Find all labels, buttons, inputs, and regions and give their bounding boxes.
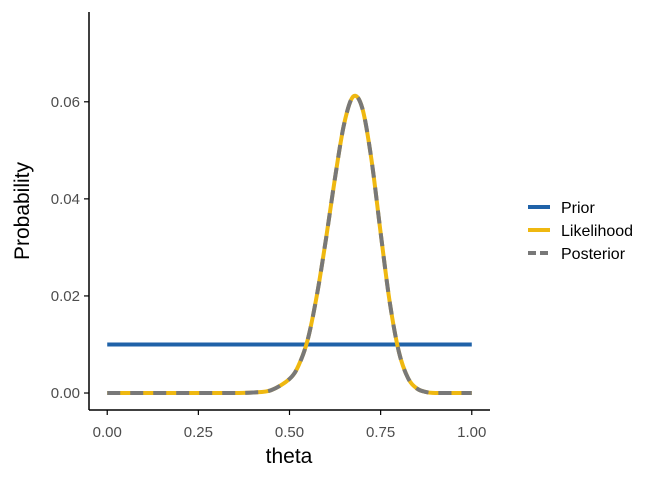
x-tick-label: 0.25 (184, 424, 213, 441)
x-tick-label: 0.50 (275, 424, 304, 441)
legend-label-prior: Prior (561, 200, 595, 217)
y-tick-label: 0.00 (51, 385, 80, 402)
series-line-likelihood (107, 93, 472, 396)
x-tick-label: 1.00 (457, 424, 486, 441)
legend-label-posterior: Posterior (561, 246, 626, 263)
y-tick-label: 0.04 (51, 191, 80, 208)
y-tick-label: 0.06 (51, 94, 80, 111)
legend: Prior Likelihood Posterior (528, 200, 633, 263)
x-tick-label: 0.75 (366, 424, 395, 441)
y-axis-title: Probability (11, 161, 34, 260)
series-line-posterior (107, 93, 472, 396)
x-ticks: 0.00 0.25 0.50 0.75 1.00 (93, 410, 486, 441)
plot-lines (107, 93, 472, 396)
y-tick-label: 0.02 (51, 288, 80, 305)
x-tick-label: 0.00 (93, 424, 122, 441)
x-axis-title: theta (266, 445, 313, 468)
legend-label-likelihood: Likelihood (561, 223, 633, 240)
y-ticks: 0.00 0.02 0.04 0.06 (51, 94, 89, 402)
